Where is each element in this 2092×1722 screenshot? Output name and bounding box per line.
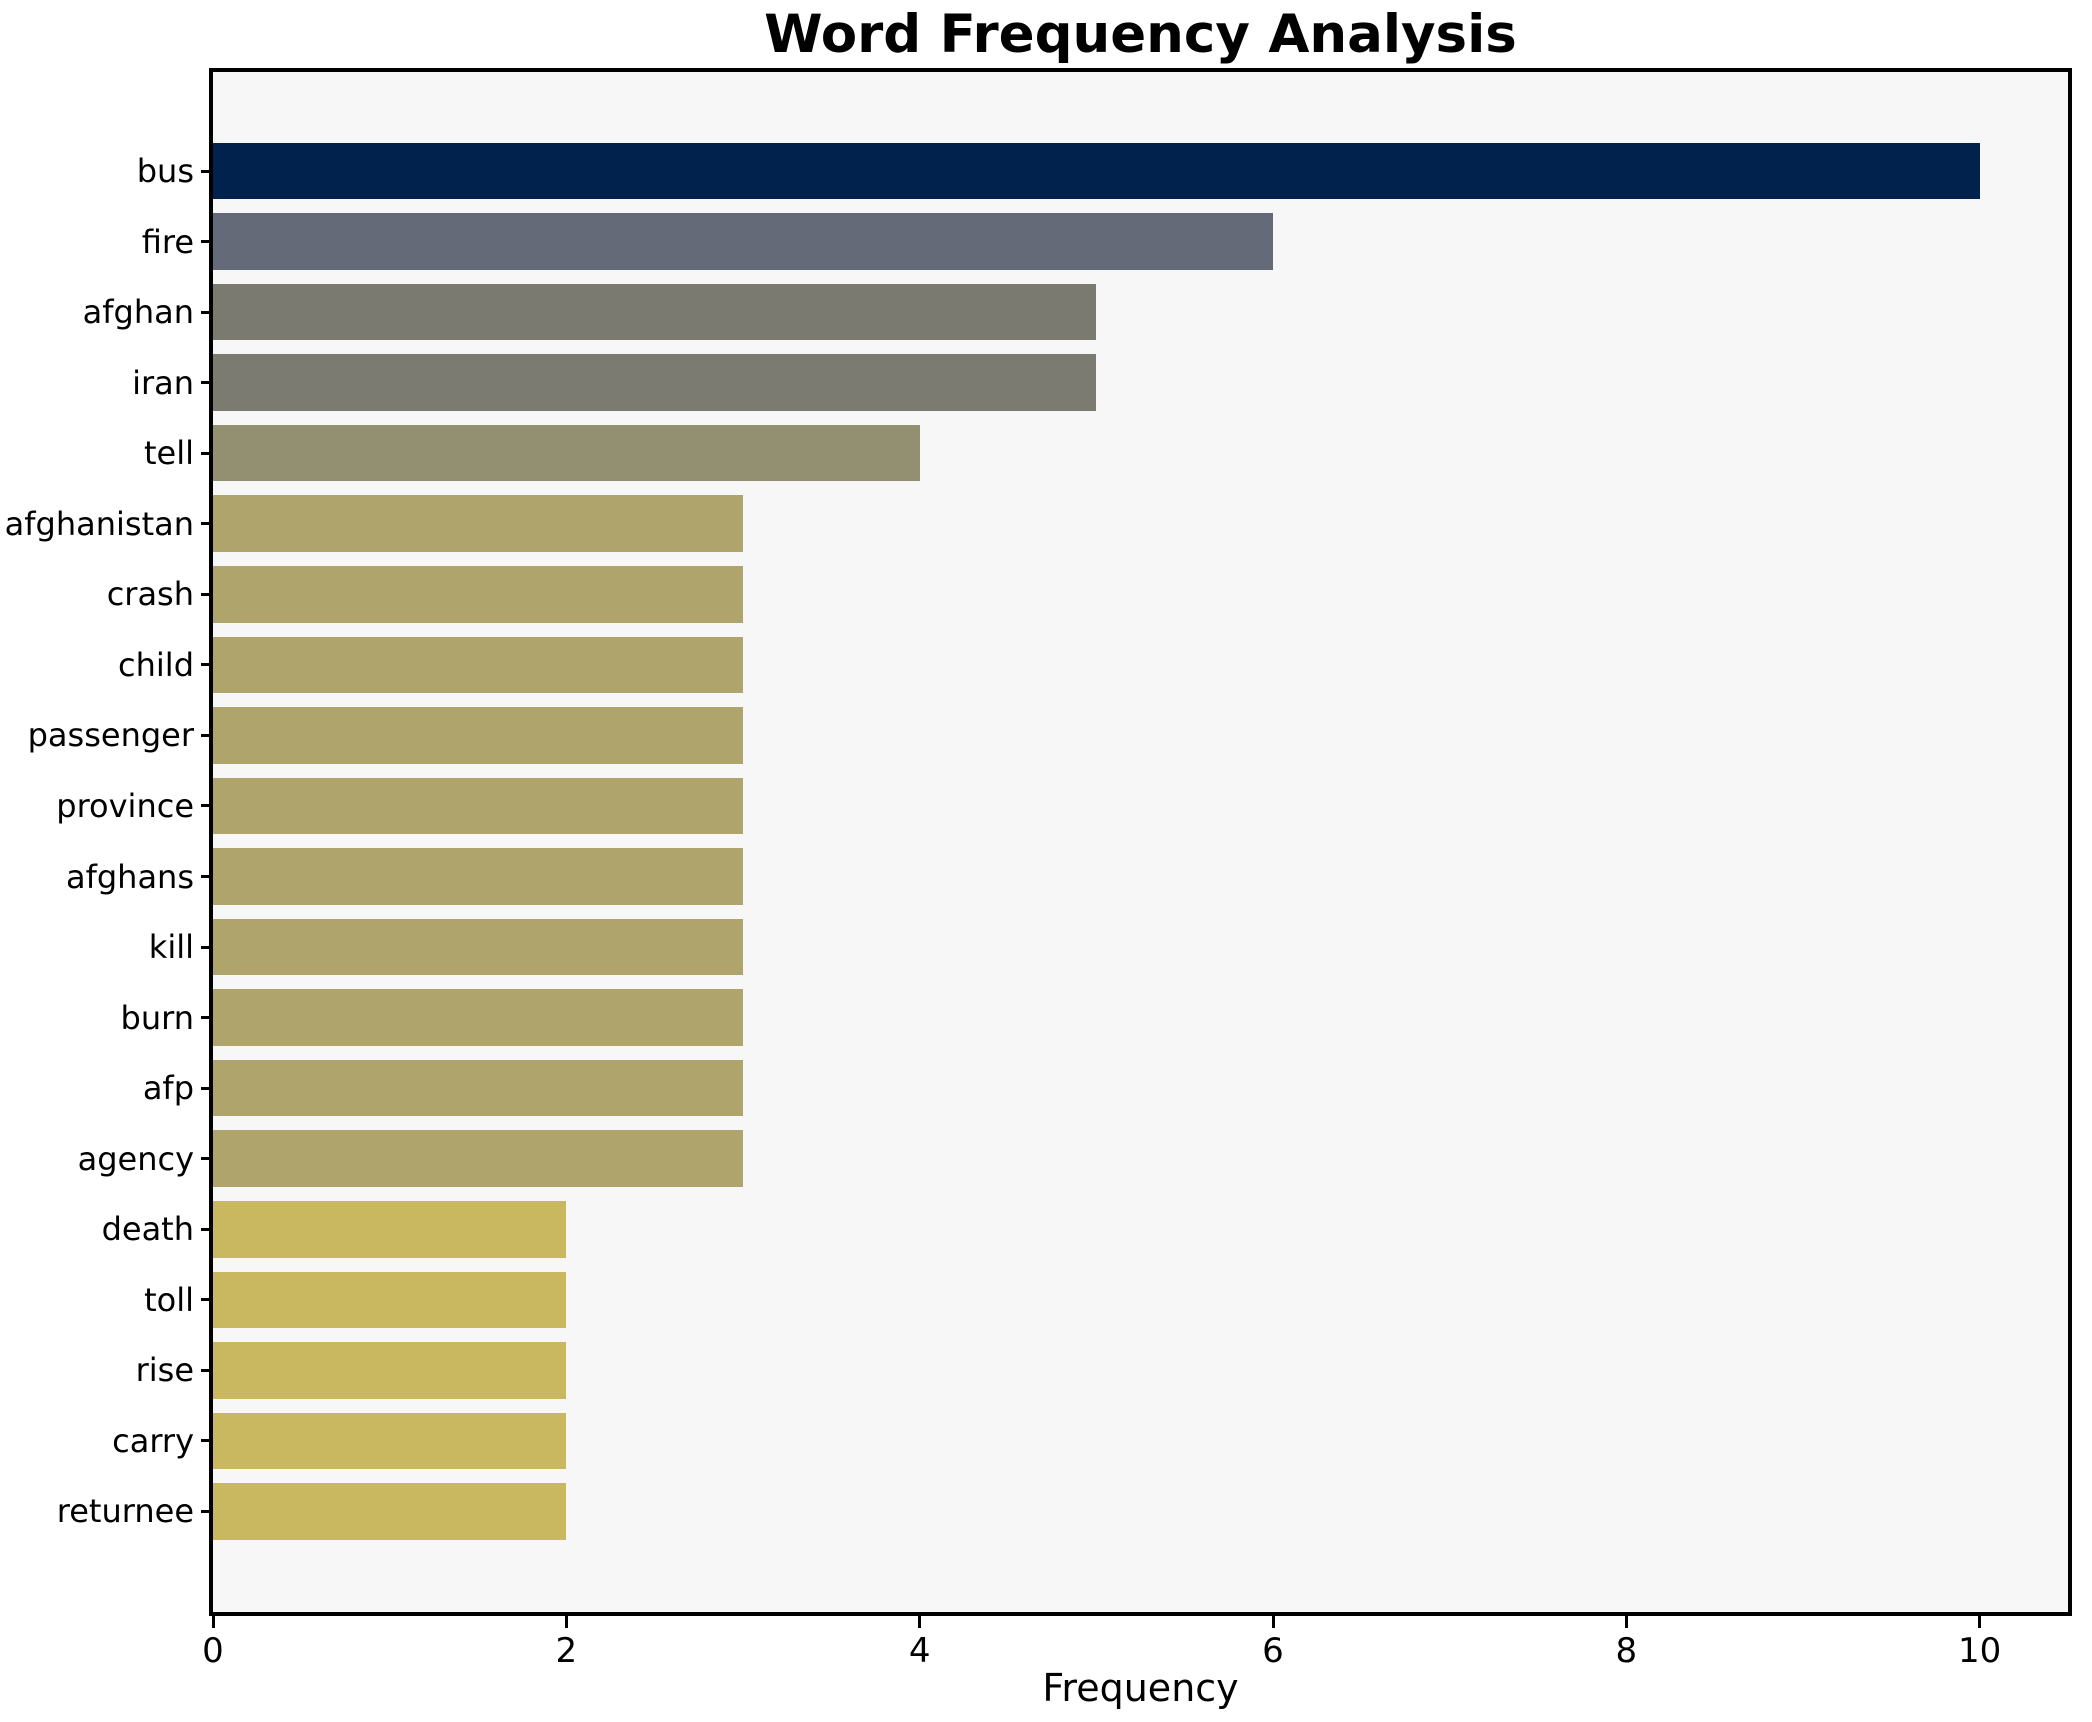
x-tick-mark bbox=[1624, 1616, 1628, 1628]
bar-child bbox=[213, 636, 743, 694]
y-tick-label-iran: iran bbox=[132, 363, 194, 402]
x-tick-label-8: 8 bbox=[1615, 1631, 1638, 1671]
y-tick-mark bbox=[201, 169, 213, 173]
y-tick-mark bbox=[201, 733, 213, 737]
bar-tell bbox=[213, 424, 920, 482]
bar-afp bbox=[213, 1059, 743, 1117]
bar-afghan bbox=[213, 283, 1097, 341]
y-tick-label-burn: burn bbox=[120, 998, 194, 1037]
y-tick-mark bbox=[201, 381, 213, 385]
x-tick-mark bbox=[1978, 1616, 1982, 1628]
bar-passenger bbox=[213, 707, 743, 764]
y-tick-label-afghan: afghan bbox=[82, 293, 194, 332]
y-tick-mark bbox=[201, 592, 213, 596]
y-tick-label-fire: fire bbox=[141, 222, 194, 261]
y-tick-label-death: death bbox=[101, 1210, 194, 1249]
x-tick-mark bbox=[918, 1616, 922, 1628]
y-tick-label-passenger: passenger bbox=[27, 716, 194, 755]
y-tick-mark bbox=[201, 945, 213, 949]
bar-toll bbox=[213, 1271, 567, 1329]
y-tick-mark bbox=[201, 1086, 213, 1090]
y-tick-label-bus: bus bbox=[136, 152, 194, 190]
bar-rise bbox=[213, 1342, 567, 1399]
y-tick-mark bbox=[201, 804, 213, 808]
bar-bus bbox=[213, 142, 1980, 200]
y-tick-label-province: province bbox=[56, 786, 194, 825]
y-tick-label-afghans: afghans bbox=[65, 857, 194, 896]
x-tick-label-0: 0 bbox=[202, 1631, 224, 1671]
bar-crash bbox=[213, 566, 743, 623]
y-tick-label-tell: tell bbox=[143, 434, 194, 473]
chart-title: Word Frequency Analysis bbox=[764, 4, 1517, 65]
y-tick-label-crash: crash bbox=[106, 575, 194, 614]
y-tick-label-rise: rise bbox=[135, 1351, 194, 1390]
bar-province bbox=[213, 777, 743, 835]
y-tick-mark bbox=[201, 1227, 213, 1231]
y-tick-label-toll: toll bbox=[144, 1280, 194, 1319]
y-tick-mark bbox=[201, 1016, 213, 1020]
x-tick-label-10: 10 bbox=[1958, 1631, 2002, 1671]
bar-fire bbox=[213, 213, 1273, 270]
bar-afghans bbox=[213, 848, 743, 905]
y-tick-mark bbox=[201, 1298, 213, 1302]
x-tick-label-4: 4 bbox=[908, 1631, 931, 1671]
y-tick-mark bbox=[201, 240, 213, 244]
bar-returnee bbox=[213, 1483, 567, 1540]
bar-afghanistan bbox=[213, 495, 743, 553]
y-tick-label-returnee: returnee bbox=[56, 1492, 194, 1531]
x-tick-mark bbox=[211, 1616, 215, 1628]
x-axis-label: Frequency bbox=[1042, 1666, 1239, 1710]
y-tick-mark bbox=[201, 663, 213, 667]
y-tick-label-afp: afp bbox=[142, 1069, 194, 1108]
y-tick-label-carry: carry bbox=[112, 1421, 194, 1460]
x-tick-mark bbox=[564, 1616, 568, 1628]
x-tick-label-6: 6 bbox=[1262, 1631, 1284, 1671]
y-tick-mark bbox=[201, 1157, 213, 1161]
y-tick-mark bbox=[201, 1368, 213, 1372]
y-tick-mark bbox=[201, 875, 213, 878]
y-tick-mark bbox=[201, 1509, 213, 1513]
bar-iran bbox=[213, 354, 1097, 411]
y-tick-label-child: child bbox=[118, 645, 194, 684]
y-tick-label-kill: kill bbox=[148, 928, 194, 967]
y-tick-mark bbox=[201, 522, 213, 526]
y-tick-mark bbox=[201, 1439, 213, 1443]
x-tick-label-2: 2 bbox=[555, 1631, 578, 1671]
y-tick-mark bbox=[201, 310, 213, 314]
bar-kill bbox=[213, 918, 743, 976]
x-tick-mark bbox=[1271, 1616, 1275, 1628]
bar-carry bbox=[213, 1412, 567, 1470]
bar-death bbox=[213, 1200, 567, 1258]
bar-agency bbox=[213, 1130, 743, 1187]
y-tick-label-afghanistan: afghanistan bbox=[4, 504, 194, 543]
y-tick-mark bbox=[201, 451, 213, 455]
bar-burn bbox=[213, 989, 743, 1046]
y-tick-label-agency: agency bbox=[77, 1139, 194, 1178]
